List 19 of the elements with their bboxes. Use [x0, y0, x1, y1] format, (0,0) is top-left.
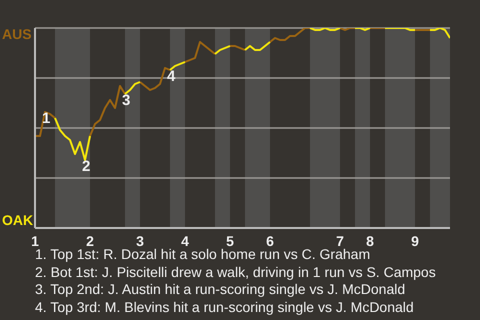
text: 1. Top 1st: R. Dozal hit a solo home run vs C. Graham: [35, 246, 370, 262]
x-tick-label: 2: [86, 232, 94, 249]
x-tick-label: 7: [336, 232, 344, 249]
x-tick-label: 1: [31, 232, 40, 249]
annotation: 1: [42, 110, 50, 127]
x-tick-label: 4: [181, 232, 190, 249]
annotation: 3: [122, 92, 130, 109]
text: 2. Bot 1st: J. Piscitelli drew a walk, driving in 1 run vs S. Campos: [35, 264, 436, 281]
text: AUS: [2, 26, 32, 42]
annotation: 2: [82, 158, 90, 175]
annotation: 4: [167, 68, 176, 85]
x-tick-label: 6: [266, 232, 274, 249]
x-tick-label: 3: [136, 232, 144, 249]
text: 3. Top 2nd: J. Austin hit a run-scoring single vs J. McDonald: [35, 281, 406, 298]
text: 4. Top 3rd: M. Blevins hit a run-scoring single vs J. McDonald: [35, 298, 415, 316]
x-tick-label: 5: [226, 232, 234, 249]
text: OAK: [2, 212, 34, 228]
x-tick-label: 8: [366, 232, 374, 249]
x-tick-label: 9: [411, 232, 420, 249]
